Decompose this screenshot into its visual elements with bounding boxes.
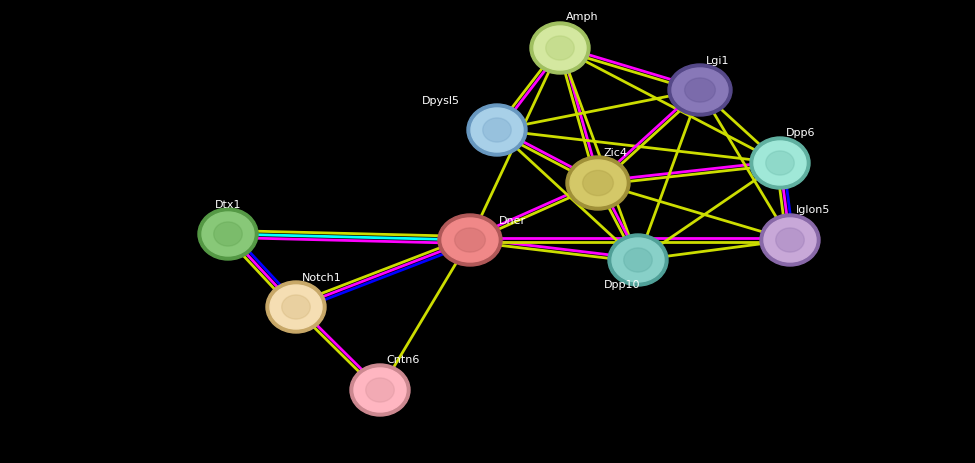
Ellipse shape bbox=[471, 108, 523, 152]
Ellipse shape bbox=[366, 378, 394, 402]
Text: Amph: Amph bbox=[566, 12, 599, 22]
Ellipse shape bbox=[672, 68, 728, 112]
Ellipse shape bbox=[764, 218, 816, 262]
Ellipse shape bbox=[583, 170, 613, 196]
Ellipse shape bbox=[202, 212, 254, 256]
Ellipse shape bbox=[750, 137, 810, 189]
Text: Lgi1: Lgi1 bbox=[706, 56, 729, 66]
Ellipse shape bbox=[612, 238, 664, 282]
Ellipse shape bbox=[198, 208, 258, 260]
Text: Dtx1: Dtx1 bbox=[214, 200, 241, 210]
Ellipse shape bbox=[350, 364, 410, 416]
Ellipse shape bbox=[624, 248, 652, 272]
Ellipse shape bbox=[534, 26, 586, 70]
Text: Iglon5: Iglon5 bbox=[796, 205, 831, 215]
Ellipse shape bbox=[270, 285, 322, 329]
Ellipse shape bbox=[570, 160, 626, 206]
Ellipse shape bbox=[442, 218, 498, 262]
Text: Zic4: Zic4 bbox=[604, 148, 628, 158]
Ellipse shape bbox=[438, 214, 502, 266]
Ellipse shape bbox=[467, 104, 527, 156]
Ellipse shape bbox=[483, 118, 511, 142]
Ellipse shape bbox=[530, 22, 590, 74]
Ellipse shape bbox=[214, 222, 243, 246]
Text: Dpp10: Dpp10 bbox=[604, 280, 641, 290]
Text: Cntn6: Cntn6 bbox=[386, 355, 419, 365]
Text: Dpp6: Dpp6 bbox=[786, 128, 815, 138]
Ellipse shape bbox=[765, 151, 795, 175]
Ellipse shape bbox=[454, 228, 486, 252]
Ellipse shape bbox=[354, 368, 406, 412]
Ellipse shape bbox=[546, 36, 574, 60]
Ellipse shape bbox=[754, 141, 806, 185]
Ellipse shape bbox=[266, 281, 326, 333]
Ellipse shape bbox=[608, 234, 668, 286]
Ellipse shape bbox=[776, 228, 804, 252]
Ellipse shape bbox=[684, 78, 716, 102]
Text: Dner: Dner bbox=[499, 216, 526, 226]
Ellipse shape bbox=[566, 156, 630, 210]
Ellipse shape bbox=[760, 214, 820, 266]
Text: Dpysl5: Dpysl5 bbox=[422, 96, 460, 106]
Ellipse shape bbox=[282, 295, 310, 319]
Ellipse shape bbox=[668, 64, 732, 116]
Text: Notch1: Notch1 bbox=[302, 273, 342, 283]
